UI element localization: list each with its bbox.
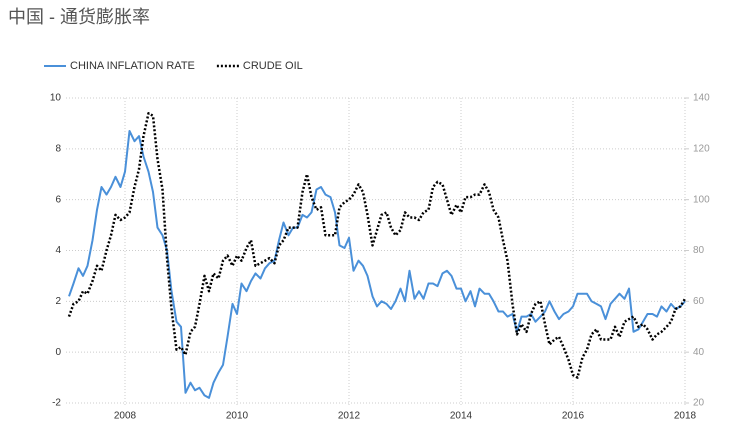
x-tick-label: 2016	[562, 411, 585, 422]
y-tick-label: -2	[52, 398, 61, 409]
x-tick-label: 2018	[674, 411, 697, 422]
y2-tick-label: 140	[693, 93, 710, 104]
x-tick-label: 2014	[450, 411, 473, 422]
y-tick-label: 6	[55, 194, 61, 205]
x-tick-label: 2012	[338, 411, 361, 422]
y-tick-label: 2	[55, 296, 61, 307]
chart-title: 中国 - 通货膨胀率	[8, 7, 150, 27]
y-tick-label: 0	[55, 347, 61, 358]
x-tick-label: 2010	[226, 411, 249, 422]
y2-tick-label: 40	[693, 347, 705, 358]
y2-tick-label: 20	[693, 398, 705, 409]
y-tick-label: 10	[50, 93, 62, 104]
x-tick-label: 2008	[114, 411, 137, 422]
y2-tick-label: 60	[693, 296, 705, 307]
legend-label: CHINA INFLATION RATE	[70, 60, 195, 72]
y2-tick-label: 80	[693, 245, 705, 256]
series-line	[68, 130, 686, 399]
y2-tick-label: 120	[693, 143, 710, 154]
y-tick-label: 8	[55, 143, 61, 154]
series-line	[67, 112, 687, 379]
y-tick-label: 4	[55, 245, 61, 256]
y2-tick-label: 100	[693, 194, 710, 205]
legend-label: CRUDE OIL	[243, 60, 303, 72]
